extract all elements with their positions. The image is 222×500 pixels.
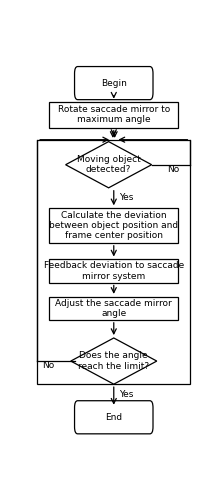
- Text: Yes: Yes: [119, 193, 133, 202]
- Text: End: End: [105, 413, 122, 422]
- Text: Does the angle
reach the limit?: Does the angle reach the limit?: [78, 352, 149, 371]
- Bar: [37, 140, 190, 384]
- Text: Yes: Yes: [119, 390, 133, 400]
- Text: Begin: Begin: [101, 78, 127, 88]
- Text: Feedback deviation to saccade
mirror system: Feedback deviation to saccade mirror sys…: [44, 262, 184, 280]
- Bar: [49, 208, 178, 243]
- Text: Moving object
detected?: Moving object detected?: [77, 155, 141, 174]
- Bar: [49, 260, 178, 282]
- Text: Adjust the saccade mirror
angle: Adjust the saccade mirror angle: [56, 298, 172, 318]
- Text: Calculate the deviation
between object position and
frame center position: Calculate the deviation between object p…: [49, 210, 178, 240]
- Bar: [49, 102, 178, 128]
- FancyBboxPatch shape: [75, 400, 153, 434]
- Text: Rotate saccade mirror to
maximum angle: Rotate saccade mirror to maximum angle: [58, 105, 170, 124]
- Text: No: No: [167, 165, 179, 174]
- Polygon shape: [66, 142, 152, 188]
- Bar: [49, 297, 178, 320]
- FancyBboxPatch shape: [75, 66, 153, 100]
- Polygon shape: [71, 338, 157, 384]
- Text: No: No: [42, 361, 55, 370]
